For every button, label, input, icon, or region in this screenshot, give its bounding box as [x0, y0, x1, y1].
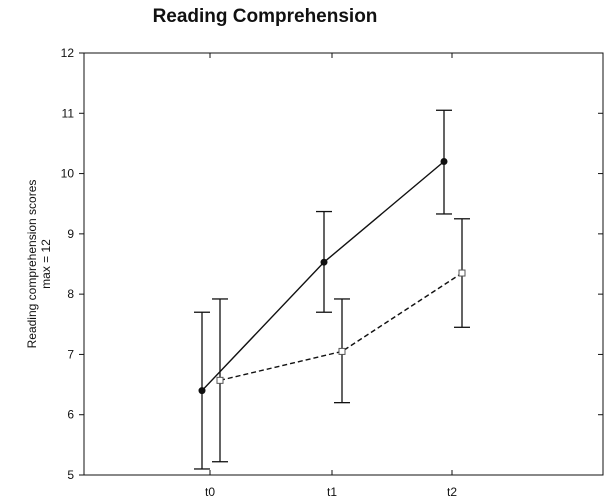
data-point [338, 347, 346, 355]
y-axis-label-line-2: max = 12 [39, 239, 53, 289]
series-1 [194, 109, 452, 470]
y-tick-label: 8 [67, 287, 74, 301]
data-point [198, 387, 206, 395]
data-point [458, 269, 466, 277]
x-axis: t0 t1 t2 [205, 53, 457, 499]
x-tick-label-t1: t1 [327, 485, 337, 499]
data-point [320, 258, 328, 266]
chart-title: Reading Comprehension [152, 6, 378, 27]
x-tick-label-t0: t0 [205, 485, 215, 499]
y-tick-label: 11 [62, 106, 75, 120]
y-tick-label: 10 [61, 167, 75, 181]
x-tick-label-t2: t2 [447, 485, 457, 499]
y-axis-label-line-1: Reading comprehension scores [25, 180, 39, 349]
plot-frame [83, 52, 604, 476]
y-tick-label: 12 [61, 46, 75, 60]
series-layer [194, 109, 470, 470]
y-axis: 5 6 7 8 9 10 11 12 [61, 46, 603, 482]
y-tick-label: 9 [67, 227, 74, 241]
y-tick-label: 6 [67, 408, 74, 422]
series-2 [212, 218, 470, 463]
data-point [216, 376, 224, 384]
data-point [440, 158, 448, 166]
y-tick-label: 5 [67, 468, 74, 482]
y-tick-label: 7 [67, 347, 74, 361]
series-line [219, 272, 463, 382]
